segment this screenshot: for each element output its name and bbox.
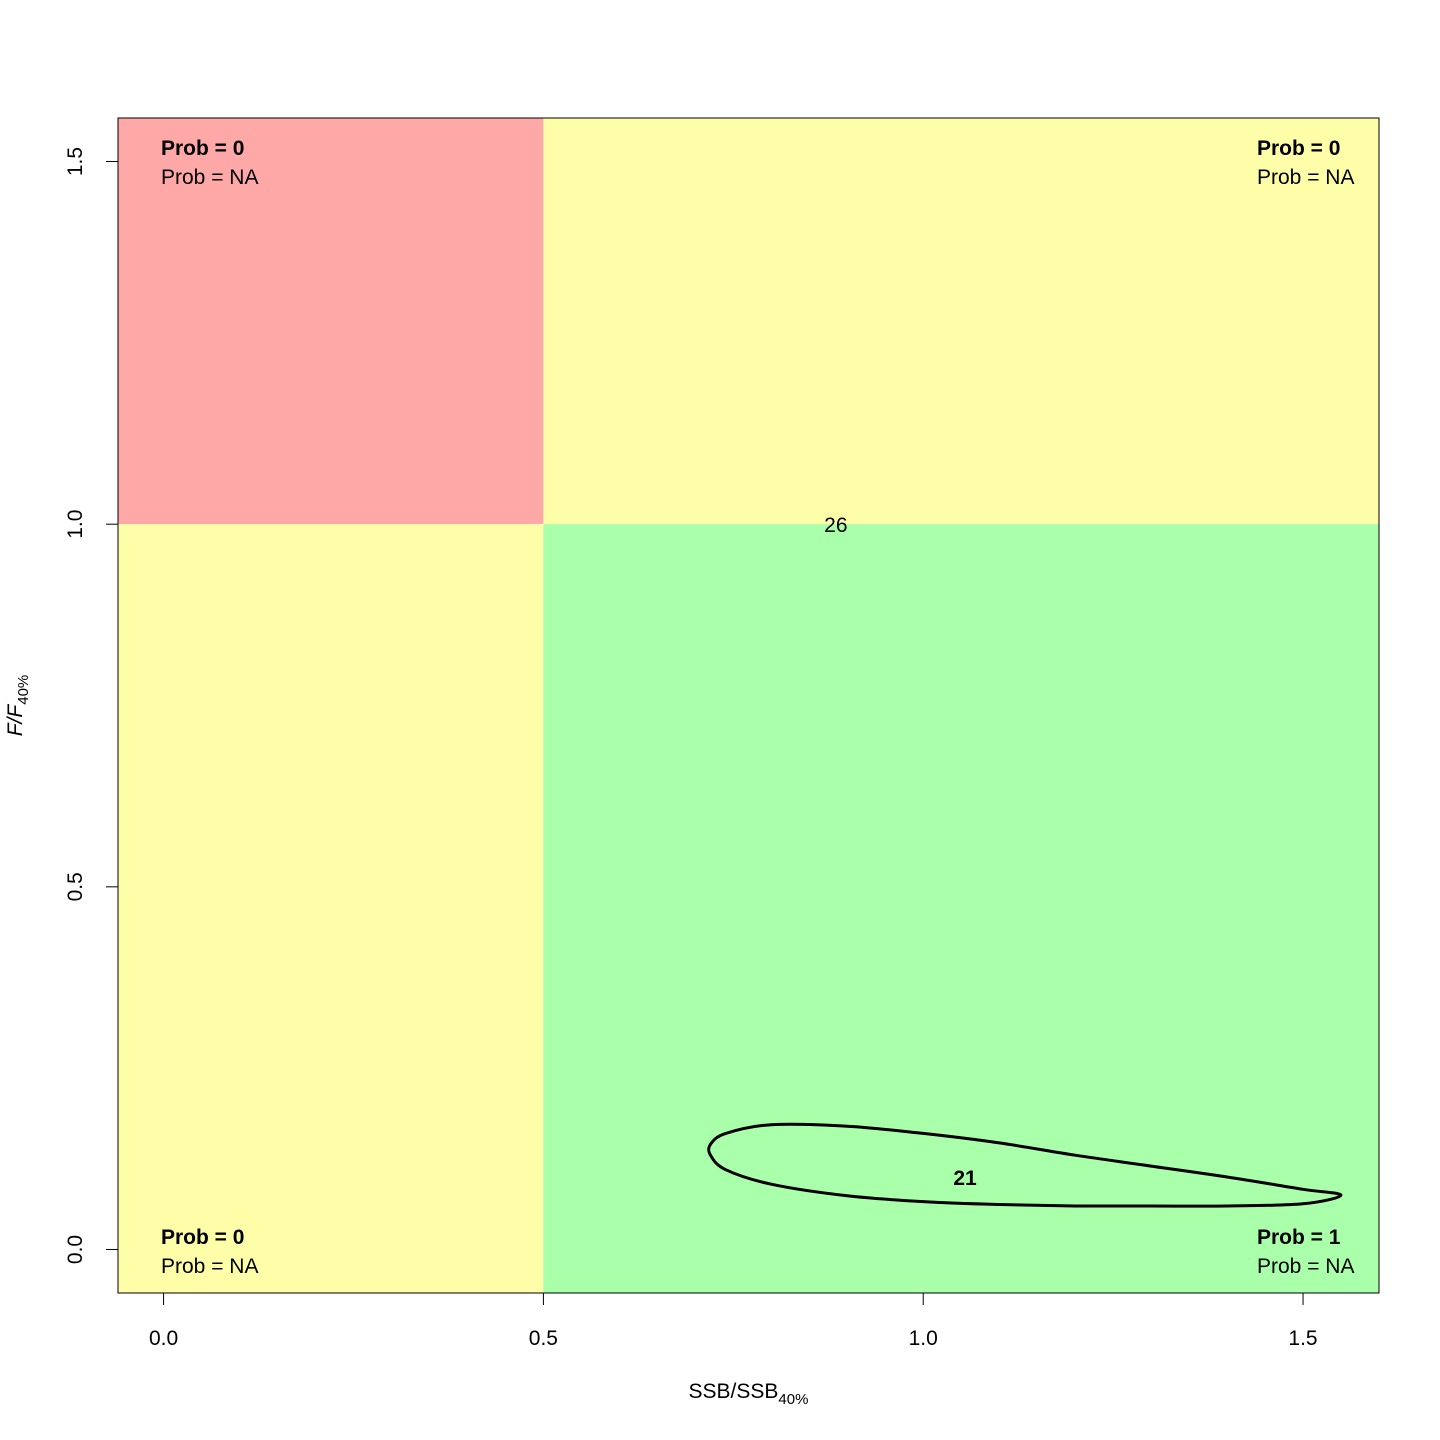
y-axis-title: F/F40% [4, 675, 32, 737]
x-tick-label: 1.5 [1288, 1327, 1317, 1350]
x-tick-label: 0.0 [149, 1327, 178, 1350]
labels: 26 21 Prob = 0 Prob = NA Prob = 0 Prob = NA Pr… [161, 137, 1354, 1278]
region-top-left [118, 118, 544, 525]
y-tick-label: 1.5 [64, 147, 87, 176]
axes: 0.0 0.5 1.0 1.5 0.0 0.5 1.0 1.5 SSB/SSB40% F/F40% [4, 117, 1380, 1408]
region-top-right [543, 118, 1379, 525]
contour-line [707, 1122, 1343, 1208]
x-tick-label: 1.0 [909, 1327, 938, 1350]
prob-secondary-top-left: Prob = NA [161, 166, 258, 189]
point-label: 26 [824, 514, 847, 537]
quadrant-regions [118, 118, 1379, 1293]
x-axis-title: SSB/SSB40% [689, 1380, 809, 1408]
y-tick-label: 0.0 [64, 1235, 87, 1264]
region-bottom-left [118, 524, 544, 1293]
prob-secondary-top-right: Prob = NA [1257, 166, 1354, 189]
x-tick-label: 0.5 [529, 1327, 558, 1350]
prob-secondary-bottom-left: Prob = NA [161, 1255, 258, 1278]
prob-secondary-bottom-right: Prob = NA [1257, 1255, 1354, 1278]
prob-label-bottom-right: Prob = 1 [1257, 1226, 1341, 1249]
prob-label-top-left: Prob = 0 [161, 137, 244, 160]
y-tick-label: 0.5 [64, 872, 87, 901]
prob-label-bottom-left: Prob = 0 [161, 1226, 244, 1249]
y-tick-label: 1.0 [64, 510, 87, 539]
prob-label-top-right: Prob = 0 [1257, 137, 1340, 160]
region-bottom-right [543, 524, 1379, 1293]
point-label: 21 [953, 1167, 977, 1190]
contour-layer [707, 1122, 1343, 1208]
